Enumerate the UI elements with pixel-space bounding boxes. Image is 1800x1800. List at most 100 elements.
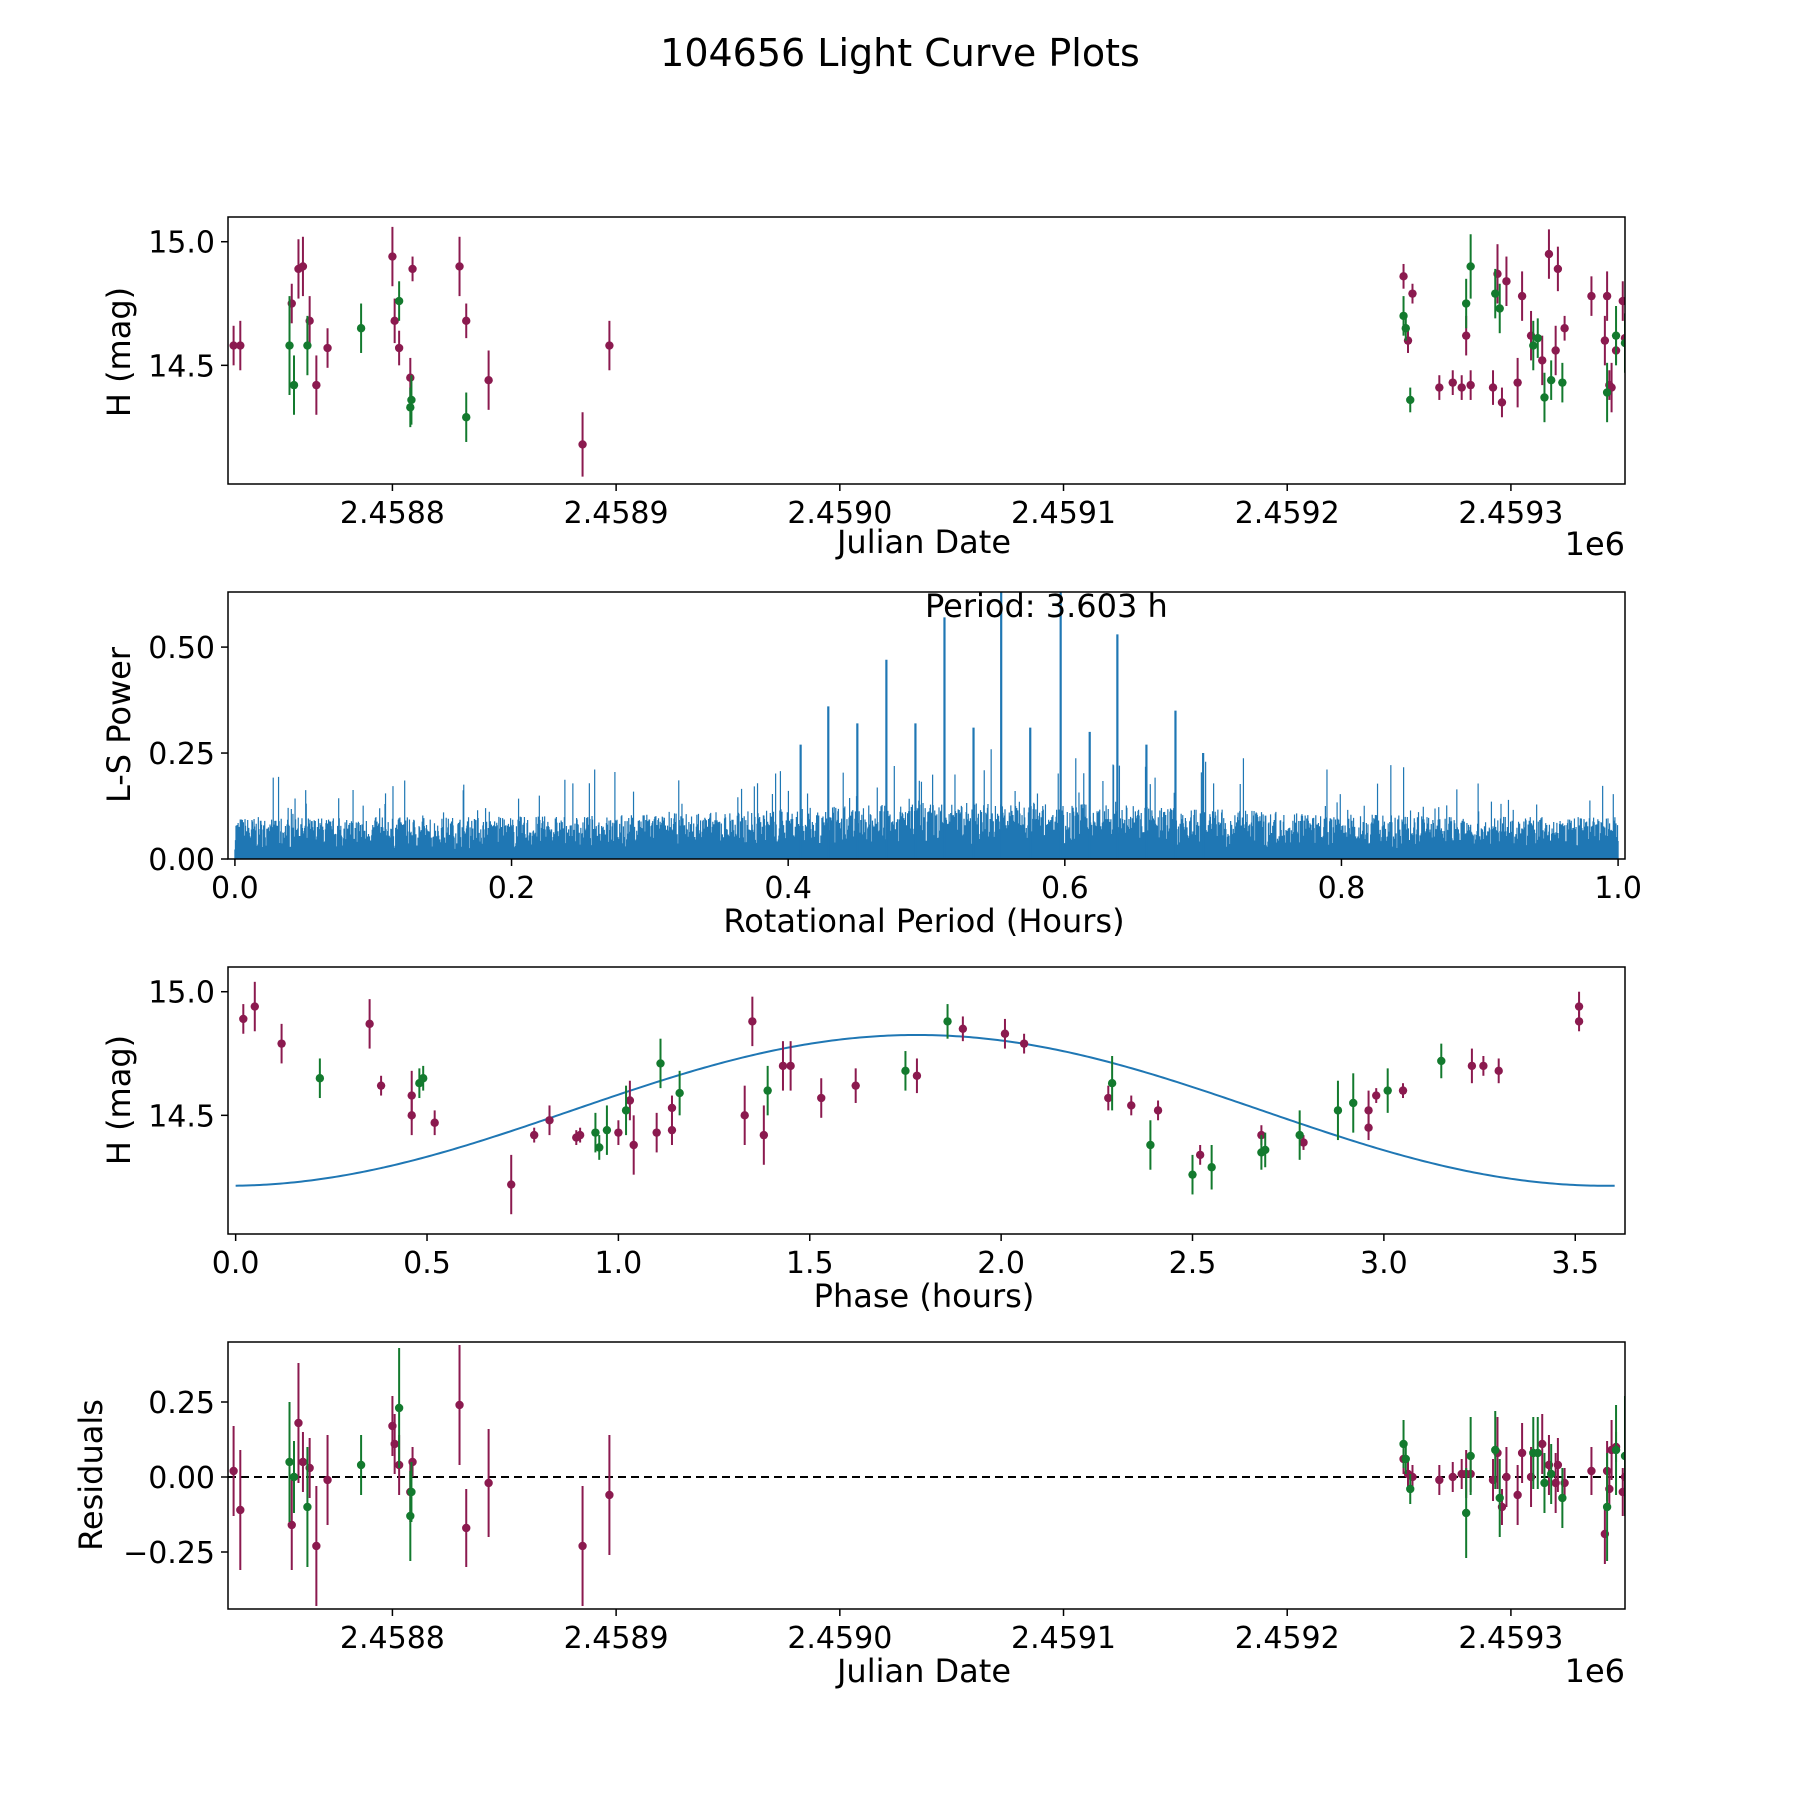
- lc-y-tick-label: 14.5: [148, 349, 215, 384]
- phase-point-filter_b: [315, 1074, 325, 1083]
- phase-point-filter_b: [1261, 1145, 1270, 1155]
- resid-point-filter_a: [1435, 1475, 1444, 1485]
- ls-x-axis-label: Rotational Period (Hours): [723, 902, 1124, 940]
- lc-point-filter_b: [406, 403, 415, 412]
- phase-x-tick-label: 3.0: [1360, 1246, 1408, 1281]
- phase-model-group: [235, 1033, 1615, 1187]
- phase-point-filter_a: [545, 1116, 554, 1125]
- resid-point-filter_b: [1406, 1484, 1415, 1494]
- resid-x-tick-label: 2.4592: [1235, 1621, 1340, 1656]
- phase-point-filter_a: [778, 1061, 788, 1071]
- resid-point-filter_a: [287, 1520, 296, 1530]
- phase-point-filter_a: [614, 1128, 623, 1137]
- ls-plot-frame: [227, 591, 1626, 860]
- phase-point-filter_a: [759, 1130, 769, 1140]
- lc-point-filter_a: [1602, 291, 1612, 301]
- lc-point-filter_a: [1457, 383, 1466, 392]
- resid-x-offset-label: 1e6: [1565, 1652, 1625, 1690]
- phase-point-filter_a: [407, 1111, 416, 1120]
- lc-point-filter_b: [1602, 388, 1612, 397]
- resid-y-tick-label: 0.00: [148, 1461, 215, 1496]
- lc-point-filter_a: [1408, 289, 1417, 298]
- resid-point-filter_a: [578, 1541, 587, 1551]
- lc-point-filter_b: [407, 395, 416, 405]
- ls-x-tick-label: 1.0: [1594, 871, 1642, 906]
- resid-point-filter_b: [1540, 1478, 1549, 1488]
- resid-point-filter_b: [1466, 1451, 1475, 1461]
- phase-y-tick-label: 15.0: [148, 976, 215, 1011]
- lc-point-filter_b: [1495, 304, 1504, 313]
- resid-x-tick-label: 2.4591: [1011, 1621, 1116, 1656]
- phase-point-filter_a: [1574, 1002, 1584, 1011]
- resid-point-filter_b: [1533, 1448, 1542, 1458]
- phase-point-filter_b: [1383, 1086, 1392, 1095]
- lc-data-points: [229, 226, 1625, 477]
- resid-x-axis-label: Julian Date: [835, 1652, 1011, 1690]
- lc-point-filter_b: [1529, 341, 1538, 350]
- lc-point-filter_a: [229, 341, 238, 350]
- lc-point-filter_a: [408, 264, 417, 274]
- phase-point-filter_a: [1299, 1138, 1308, 1147]
- lc-point-filter_b: [1620, 338, 1625, 348]
- phase-point-filter_b: [595, 1143, 604, 1152]
- lc-point-filter_a: [1517, 291, 1527, 301]
- resid-point-filter_b: [356, 1460, 366, 1470]
- resid-plot-frame: [227, 1341, 1626, 1610]
- resid-point-filter_b: [394, 1403, 404, 1413]
- resid-point-filter_a: [1587, 1466, 1596, 1476]
- resid-point-filter_a: [408, 1457, 417, 1467]
- ls-y-tick-label: 0.00: [148, 843, 215, 878]
- phase-point-filter_b: [675, 1088, 684, 1098]
- resid-point-filter_b: [407, 1487, 416, 1497]
- lc-point-filter_a: [1466, 380, 1475, 390]
- lc-plot-frame: [227, 216, 1626, 485]
- resid-point-filter_b: [1546, 1469, 1556, 1479]
- phase-point-filter_b: [1437, 1056, 1446, 1066]
- resid-point-filter_a: [294, 1418, 303, 1428]
- ls-y-tick-label: 0.50: [148, 631, 215, 666]
- resid-x-tick-label: 2.4588: [340, 1621, 445, 1656]
- lc-point-filter_a: [1560, 324, 1569, 333]
- resid-point-filter_b: [303, 1502, 312, 1512]
- phase-point-filter_a: [786, 1061, 795, 1071]
- phase-data-points: [239, 981, 1584, 1215]
- resid-point-filter_a: [229, 1466, 238, 1476]
- residuals-panel: Julian Date Residuals 1e6 2.4588 2.4589 2.…: [72, 1341, 1626, 1690]
- resid-y-axis-label: Residuals: [72, 1399, 110, 1551]
- ls-x-tick-label: 0.6: [1041, 871, 1089, 906]
- lc-point-filter_a: [462, 316, 471, 326]
- phase-x-axis-label: Phase (hours): [814, 1277, 1035, 1315]
- phase-point-filter_a: [1372, 1091, 1381, 1100]
- ls-spectrum-group: [234, 592, 1619, 859]
- figure-title: 104656 Light Curve Plots: [660, 31, 1140, 75]
- resid-point-filter_a: [323, 1475, 332, 1485]
- resid-point-filter_a: [1502, 1472, 1511, 1482]
- lc-point-filter_a: [484, 375, 493, 385]
- phase-point-filter_b: [602, 1125, 612, 1135]
- ls-x-tick-label: 0.2: [488, 871, 536, 906]
- phase-point-filter_a: [817, 1093, 826, 1103]
- lc-x-tick-label: 2.4592: [1235, 496, 1340, 531]
- phase-point-filter_a: [629, 1140, 638, 1150]
- phase-point-filter_a: [1494, 1066, 1503, 1076]
- phase-point-filter_b: [1349, 1098, 1358, 1108]
- resid-data-points: [229, 1345, 1625, 1606]
- resid-point-filter_b: [1558, 1493, 1567, 1503]
- lc-point-filter_a: [1497, 398, 1507, 407]
- resid-point-filter_a: [605, 1490, 614, 1500]
- lc-point-filter_a: [605, 341, 614, 350]
- lc-point-filter_a: [298, 262, 308, 271]
- lc-y-axis-label: H (mag): [100, 287, 138, 417]
- resid-point-filter_b: [1495, 1493, 1504, 1503]
- phase-point-filter_a: [1104, 1093, 1113, 1103]
- phase-x-tick-label: 0.0: [212, 1246, 260, 1281]
- phase-point-filter_b: [763, 1086, 772, 1095]
- phase-point-filter_a: [365, 1019, 374, 1029]
- lc-point-filter_b: [285, 341, 294, 350]
- resid-point-filter_a: [1618, 1487, 1625, 1497]
- resid-point-filter_b: [1401, 1454, 1410, 1464]
- phase-point-filter_a: [575, 1130, 585, 1140]
- resid-point-filter_b: [1611, 1445, 1621, 1455]
- resid-x-tick-label: 2.4590: [787, 1621, 892, 1656]
